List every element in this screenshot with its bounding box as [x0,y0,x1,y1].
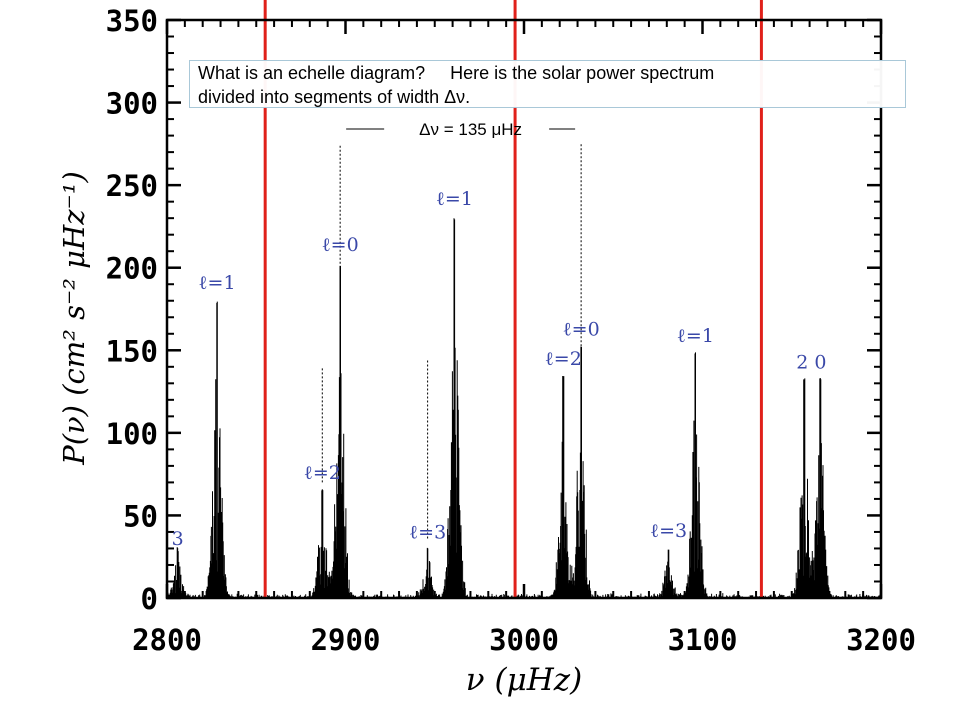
y-tick-label: 100 [106,417,158,451]
x-tick-label: 3000 [489,623,559,657]
x-tick-label: 3100 [668,623,738,657]
x-tick-label: 2800 [132,623,202,657]
mode-label: ℓ=3 [650,520,687,542]
y-tick-label: 300 [106,87,158,121]
y-tick-label: 150 [106,334,158,368]
y-tick-label: 200 [106,252,158,286]
y-tick-label: 50 [123,499,158,533]
y-tick-label: 250 [106,169,158,203]
mode-label: ℓ=1 [436,188,473,210]
x-tick-label: 2900 [311,623,381,657]
textbox-line-1: What is an echelle diagram? Here is the … [198,63,715,83]
mode-label: ℓ=0 [563,318,600,340]
mode-label: ℓ=1 [677,325,714,347]
mode-label: ℓ=3 [409,522,446,544]
spectrum-line [166,218,881,598]
mode-label: ℓ=0 [322,234,359,256]
x-axis-label: ν (μHz) [466,662,582,698]
x-tick-label: 3200 [846,623,916,657]
mode-label: ℓ=1 [198,272,235,294]
y-axis-label: P(ν) (cm² s⁻² μHz⁻¹) [57,171,91,466]
mode-label: 3 [172,528,184,550]
mode-label: 2 0 [796,351,826,373]
spacing-annotation-label: Δν = 135 μHz [419,120,522,139]
y-tick-label: 350 [106,4,158,38]
textbox-line-2: divided into segments of width Δν. [198,87,471,107]
mode-label: ℓ=2 [545,348,582,370]
mode-label: ℓ=2 [304,462,341,484]
annotation-textbox: What is an echelle diagram? Here is the … [189,60,906,108]
y-tick-label: 0 [141,582,158,616]
